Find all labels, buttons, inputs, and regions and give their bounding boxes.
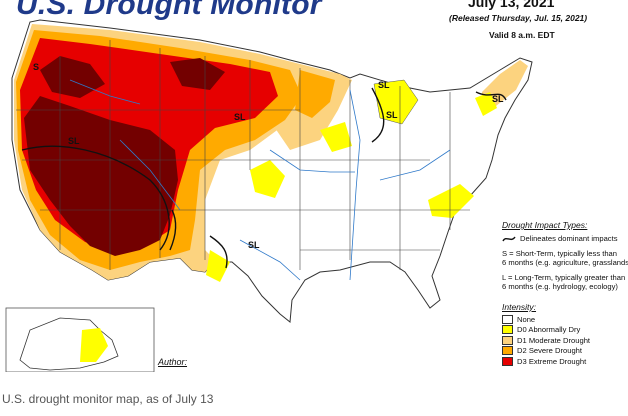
- d0-patch-iowa: [320, 122, 352, 152]
- d0-patch-texas: [206, 250, 230, 282]
- map-label-sl-northeast: SL: [492, 94, 504, 104]
- intensity-legend: Intensity: None D0 Abnormally Dry D1 Mod…: [502, 302, 628, 367]
- d0-patch-michigan: [373, 79, 419, 125]
- legend-row-d0: D0 Abnormally Dry: [502, 325, 628, 336]
- intensity-title: Intensity:: [502, 302, 537, 312]
- alaska-d0: [80, 328, 108, 362]
- legend-label: D2 Severe Drought: [517, 346, 583, 356]
- map-label-sl-west: SL: [68, 136, 80, 146]
- author-label: Author:: [158, 357, 188, 367]
- map-label-sl-michigan: SL: [386, 110, 398, 120]
- short-term-def: S = Short-Term, typically less than 6 mo…: [502, 249, 628, 267]
- us-map-graphic: S SL SL SL SL SL SL: [5, 19, 533, 372]
- map-title: U.S. Drought Monitor: [16, 0, 322, 21]
- legend-label: None: [517, 314, 536, 324]
- map-label-s: S: [33, 62, 39, 72]
- rivers: [69, 79, 451, 281]
- map-label-sl-michigan-north: SL: [378, 80, 390, 90]
- legend-swatch: [502, 314, 513, 324]
- legend-label: D0 Abnormally Dry: [517, 325, 581, 335]
- long-term-def: L = Long-Term, typically greater than 6 …: [502, 273, 628, 291]
- d0-patch-southeast: [428, 184, 474, 218]
- delineates-row: Delineates dominant impacts: [502, 234, 628, 243]
- drought-map: S SL SL SL SL SL SL U.S. Drought Monitor…: [5, 0, 628, 372]
- map-label-sl-dakota: SL: [234, 112, 246, 122]
- d0-patch-plains: [250, 160, 285, 198]
- d2-region-north: [295, 70, 335, 118]
- legend-row-d3: D3 Extreme Drought: [502, 356, 628, 367]
- legend-swatch: [502, 335, 513, 345]
- impact-types-legend: Drought Impact Types: Delineates dominan…: [502, 220, 628, 291]
- short-term-line2: 6 months (e.g. agriculture, grasslands): [502, 258, 628, 267]
- d4-region-southwest: [24, 96, 178, 256]
- legend-swatch: [502, 356, 513, 366]
- map-date: July 13, 2021: [468, 0, 555, 10]
- legend-row-d2: D2 Severe Drought: [502, 346, 628, 357]
- legend-label: D1 Moderate Drought: [517, 335, 591, 345]
- long-term-line2: 6 months (e.g. hydrology, ecology): [502, 282, 618, 291]
- delineates-label: Delineates dominant impacts: [520, 234, 618, 243]
- map-label-sl-texas: SL: [248, 240, 260, 250]
- release-note: (Released Thursday, Jul. 15, 2021): [449, 13, 588, 23]
- legend-swatch: [502, 346, 513, 356]
- impact-lines: [21, 87, 507, 269]
- legend-swatch: [502, 325, 513, 335]
- impact-types-title: Drought Impact Types:: [502, 220, 588, 230]
- impact-line-icon: [502, 236, 516, 241]
- long-term-line1: L = Long-Term, typically greater than: [502, 273, 626, 282]
- legend-row-none: None: [502, 314, 628, 325]
- d4-region-montana: [170, 58, 225, 90]
- image-caption: U.S. drought monitor map, as of July 13: [2, 392, 214, 406]
- short-term-line1: S = Short-Term, typically less than: [502, 249, 618, 258]
- legend-label: D3 Extreme Drought: [517, 356, 587, 366]
- d0-patch-northeast: [475, 92, 497, 116]
- legend-row-d1: D1 Moderate Drought: [502, 335, 628, 346]
- valid-time: Valid 8 a.m. EDT: [489, 30, 555, 40]
- state-lines: [16, 40, 470, 270]
